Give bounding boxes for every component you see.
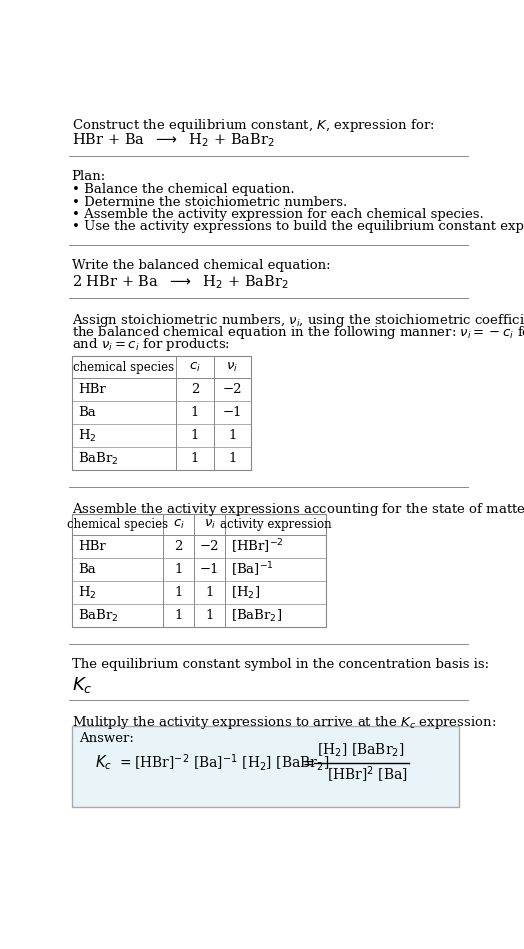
Text: $\nu_i$: $\nu_i$ [204,518,215,530]
Bar [72,726,459,807]
Text: 2 HBr + Ba  $\longrightarrow$  H$_2$ + BaBr$_2$: 2 HBr + Ba $\longrightarrow$ H$_2$ + BaB… [72,273,289,291]
Text: BaBr$_2$: BaBr$_2$ [78,451,118,467]
Text: −1: −1 [200,563,220,576]
Text: activity expression: activity expression [220,518,331,530]
Text: Write the balanced chemical equation:: Write the balanced chemical equation: [72,259,330,271]
Text: [Ba]$^{-1}$: [Ba]$^{-1}$ [232,561,274,579]
Text: 1: 1 [205,586,214,600]
Text: −2: −2 [222,383,242,396]
Text: $\nu_i$: $\nu_i$ [226,361,238,374]
Text: $K_c$: $K_c$ [72,675,92,696]
Text: Ba: Ba [78,563,96,576]
Text: BaBr$_2$: BaBr$_2$ [78,608,118,624]
Text: 1: 1 [191,429,199,442]
Text: −2: −2 [200,540,220,553]
Text: H$_2$: H$_2$ [78,585,96,601]
Text: the balanced chemical equation in the following manner: $\nu_i = -c_i$ for react: the balanced chemical equation in the fo… [72,325,524,341]
Text: • Assemble the activity expression for each chemical species.: • Assemble the activity expression for e… [72,208,484,221]
Text: 1: 1 [191,406,199,419]
Text: Answer:: Answer: [80,733,134,745]
Text: [H$_2$] [BaBr$_2$]: [H$_2$] [BaBr$_2$] [318,742,405,759]
Text: HBr: HBr [78,540,106,553]
Text: • Balance the chemical equation.: • Balance the chemical equation. [72,183,294,196]
Text: 2: 2 [191,383,199,396]
Text: [H$_2$]: [H$_2$] [232,585,260,601]
Text: 1: 1 [174,609,183,623]
Text: chemical species: chemical species [73,361,174,374]
Text: 1: 1 [191,453,199,465]
Text: 1: 1 [174,586,183,600]
Text: $K_c$: $K_c$ [95,754,112,772]
Text: [HBr]$^2$ [Ba]: [HBr]$^2$ [Ba] [326,765,408,786]
Text: $c_i$: $c_i$ [173,518,184,530]
Text: 1: 1 [174,563,183,576]
Text: 1: 1 [228,429,236,442]
Text: HBr: HBr [78,383,106,396]
Text: Mulitply the activity expressions to arrive at the $K_c$ expression:: Mulitply the activity expressions to arr… [72,714,496,731]
Text: HBr + Ba  $\longrightarrow$  H$_2$ + BaBr$_2$: HBr + Ba $\longrightarrow$ H$_2$ + BaBr$… [72,132,275,149]
Text: Assign stoichiometric numbers, $\nu_i$, using the stoichiometric coefficients, $: Assign stoichiometric numbers, $\nu_i$, … [72,312,524,328]
Text: • Determine the stoichiometric numbers.: • Determine the stoichiometric numbers. [72,195,347,209]
Bar [72,357,250,471]
Text: H$_2$: H$_2$ [78,428,96,444]
Bar [72,513,326,627]
Text: 1: 1 [205,609,214,623]
Text: Construct the equilibrium constant, $K$, expression for:: Construct the equilibrium constant, $K$,… [72,117,434,134]
Text: Plan:: Plan: [72,170,106,183]
Text: • Use the activity expressions to build the equilibrium constant expression.: • Use the activity expressions to build … [72,220,524,233]
Text: 2: 2 [174,540,183,553]
Text: $= $[HBr]$^{-2}$ [Ba]$^{-1}$ [H$_2$] [BaBr$_2$]: $= $[HBr]$^{-2}$ [Ba]$^{-1}$ [H$_2$] [Ba… [117,753,329,773]
Text: Assemble the activity expressions accounting for the state of matter and $\nu_i$: Assemble the activity expressions accoun… [72,501,524,518]
Text: chemical species: chemical species [67,518,168,530]
Text: and $\nu_i = c_i$ for products:: and $\nu_i = c_i$ for products: [72,336,230,353]
Text: [HBr]$^{-2}$: [HBr]$^{-2}$ [232,537,284,556]
Text: $=$: $=$ [300,756,316,770]
Text: $c_i$: $c_i$ [189,361,201,374]
Text: Ba: Ba [78,406,96,419]
Text: 1: 1 [228,453,236,465]
Text: −1: −1 [222,406,242,419]
Text: The equilibrium constant symbol in the concentration basis is:: The equilibrium constant symbol in the c… [72,659,489,671]
Text: [BaBr$_2$]: [BaBr$_2$] [232,608,282,624]
